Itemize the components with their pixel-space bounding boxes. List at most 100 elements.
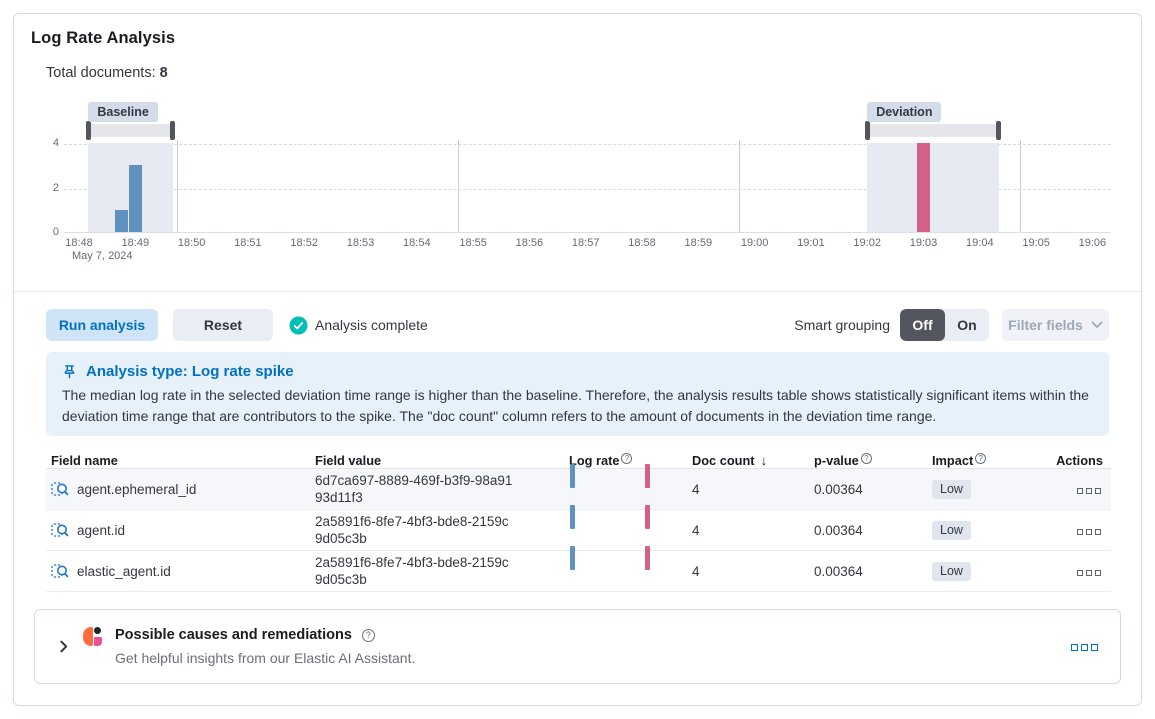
x-axis-tick: 19:03: [909, 237, 938, 249]
baseline-doc-count-bar: [128, 165, 142, 232]
reset-button[interactable]: Reset: [173, 309, 273, 341]
gridline-1855: [458, 140, 459, 232]
chart-plot[interactable]: 18:48 18:49 18:50 18:51 18:52 18:53 18:54 18:55…: [64, 138, 1111, 262]
deviation-brush-end-handle[interactable]: [996, 121, 1002, 140]
total-documents-label: Total documents:: [46, 65, 156, 81]
help-icon[interactable]: ?: [621, 453, 633, 464]
x-axis-tick: 19:02: [853, 237, 881, 249]
analysis-controls: Run analysis Reset Analysis complete Sma…: [46, 309, 1109, 341]
deviation-spark-bar: [645, 464, 650, 488]
header-log-rate[interactable]: Log rate?: [563, 453, 687, 468]
row-actions-button[interactable]: [1075, 486, 1103, 496]
x-axis-tick: 18:52: [290, 237, 318, 249]
check-circle-icon: [289, 316, 308, 334]
table-row[interactable]: agent.ephemeral_id 6d7ca697-8889-469f-b3…: [46, 464, 1111, 510]
header-impact[interactable]: Impact?: [927, 453, 1045, 468]
y-axis-tick: 2: [52, 182, 59, 194]
baseline-brush-end-handle[interactable]: [170, 121, 176, 140]
help-icon[interactable]: ?: [860, 453, 872, 464]
toggle-off-button[interactable]: Off: [900, 309, 945, 341]
deviation-brush-start-handle[interactable]: [864, 121, 870, 140]
analysis-type-callout: Analysis type: Log rate spike The median…: [46, 352, 1109, 436]
x-axis-tick: 18:48: [65, 237, 93, 249]
field-statistics-icon[interactable]: [51, 480, 69, 498]
ai-assistant-accordion: Possible causes and remediations ? Get h…: [34, 609, 1121, 684]
deviation-window: [867, 143, 999, 232]
x-axis-tick: 18:59: [684, 237, 713, 249]
deviation-spark-bar: [645, 546, 650, 570]
ai-panel-actions-button[interactable]: [1069, 642, 1100, 653]
gridline-1850: [177, 140, 178, 232]
help-icon[interactable]: ?: [975, 453, 987, 464]
baseline-badge: Baseline: [88, 102, 158, 122]
p-value-cell: 0.00364: [814, 563, 863, 579]
field-name: agent.ephemeral_id: [77, 481, 197, 497]
filter-fields-label: Filter fields: [1008, 317, 1083, 333]
baseline-brush[interactable]: [88, 124, 173, 137]
pin-icon: [64, 364, 75, 378]
baseline-brush-start-handle[interactable]: [85, 121, 91, 140]
x-axis-tick: 18:54: [403, 237, 431, 249]
page-title: Log Rate Analysis: [31, 29, 176, 47]
help-icon[interactable]: ?: [361, 628, 375, 642]
run-analysis-button[interactable]: Run analysis: [46, 309, 158, 341]
field-value: 6d7ca697-8889-469f-b3f9-98a9193d11f3: [315, 473, 513, 505]
x-axis-tick: 18:51: [234, 237, 262, 249]
baseline-spark-bar: [570, 505, 575, 529]
table-row[interactable]: elastic_agent.id 2a5891f6-8fe7-4bf3-bde8…: [46, 546, 1111, 592]
field-value: 2a5891f6-8fe7-4bf3-bde8-2159c9d05c3b: [315, 514, 509, 546]
table-body: agent.ephemeral_id 6d7ca697-8889-469f-b3…: [46, 464, 1111, 592]
chevron-down-icon: [1091, 321, 1103, 328]
total-documents-value: 8: [159, 65, 168, 81]
expand-accordion-button[interactable]: [55, 638, 72, 655]
header-p-value[interactable]: p-value?: [809, 453, 927, 468]
deviation-doc-count-bar: [917, 142, 930, 232]
header-actions: Actions: [1056, 453, 1103, 468]
x-axis-tick: 18:56: [515, 237, 544, 249]
y-axis-tick: 0: [52, 226, 59, 238]
smart-grouping-label: Smart grouping: [794, 317, 890, 333]
chevron-right-icon: [60, 640, 68, 653]
table-row[interactable]: agent.id 2a5891f6-8fe7-4bf3-bde8-2159c9d…: [46, 505, 1111, 551]
status-text: Analysis complete: [315, 317, 428, 333]
gridline-2: [64, 189, 1111, 190]
gridline-1905: [1020, 140, 1021, 232]
table-header-row: Field name Field value Log rate? Doc cou…: [46, 446, 1111, 469]
row-actions-button[interactable]: [1075, 568, 1103, 578]
doc-count-cell: 4: [692, 522, 700, 538]
filter-fields-button[interactable]: Filter fields: [1002, 309, 1109, 341]
gridline-1900: [739, 140, 740, 232]
baseline-doc-count-bar: [114, 209, 128, 232]
doc-count-chart: 4 2 0 18:48 18:49 18:50 18:51 18:52 18:53 18:5…: [46, 90, 1111, 263]
toggle-on-button[interactable]: On: [945, 309, 989, 341]
sort-desc-icon: ↓: [760, 453, 768, 468]
p-value-cell: 0.00364: [814, 522, 863, 538]
doc-count-cell: 4: [692, 563, 700, 579]
header-field-name: Field name: [51, 453, 118, 468]
impact-badge: Low: [932, 520, 971, 540]
header-doc-count[interactable]: Doc count ↓: [692, 453, 768, 468]
field-name: agent.id: [77, 522, 126, 538]
x-axis-tick: 19:00: [740, 237, 769, 249]
x-axis-date-label: May 7, 2024: [72, 250, 133, 262]
x-axis-tick: 18:53: [346, 237, 375, 249]
field-statistics-icon[interactable]: [51, 521, 69, 539]
x-axis-tick: 19:05: [1022, 237, 1050, 249]
x-axis-tick: 18:49: [121, 237, 150, 249]
smart-grouping-toggle: Off On: [900, 309, 989, 341]
impact-badge: Low: [932, 479, 971, 499]
total-documents: Total documents: 8: [46, 65, 1109, 81]
results-table: Field name Field value Log rate? Doc cou…: [46, 446, 1111, 592]
section-divider: [14, 291, 1141, 292]
deviation-spark-bar: [645, 505, 650, 529]
header-field-value: Field value: [315, 453, 382, 468]
row-actions-button[interactable]: [1075, 527, 1103, 537]
impact-badge: Low: [932, 561, 971, 581]
deviation-brush[interactable]: [867, 124, 999, 137]
deviation-badge: Deviation: [867, 102, 942, 122]
y-axis-tick: 4: [52, 137, 59, 149]
field-statistics-icon[interactable]: [51, 562, 69, 580]
x-axis-tick: 18:57: [571, 237, 600, 249]
x-axis-tick: 19:06: [1078, 237, 1107, 249]
x-axis-tick: 18:58: [628, 237, 656, 249]
